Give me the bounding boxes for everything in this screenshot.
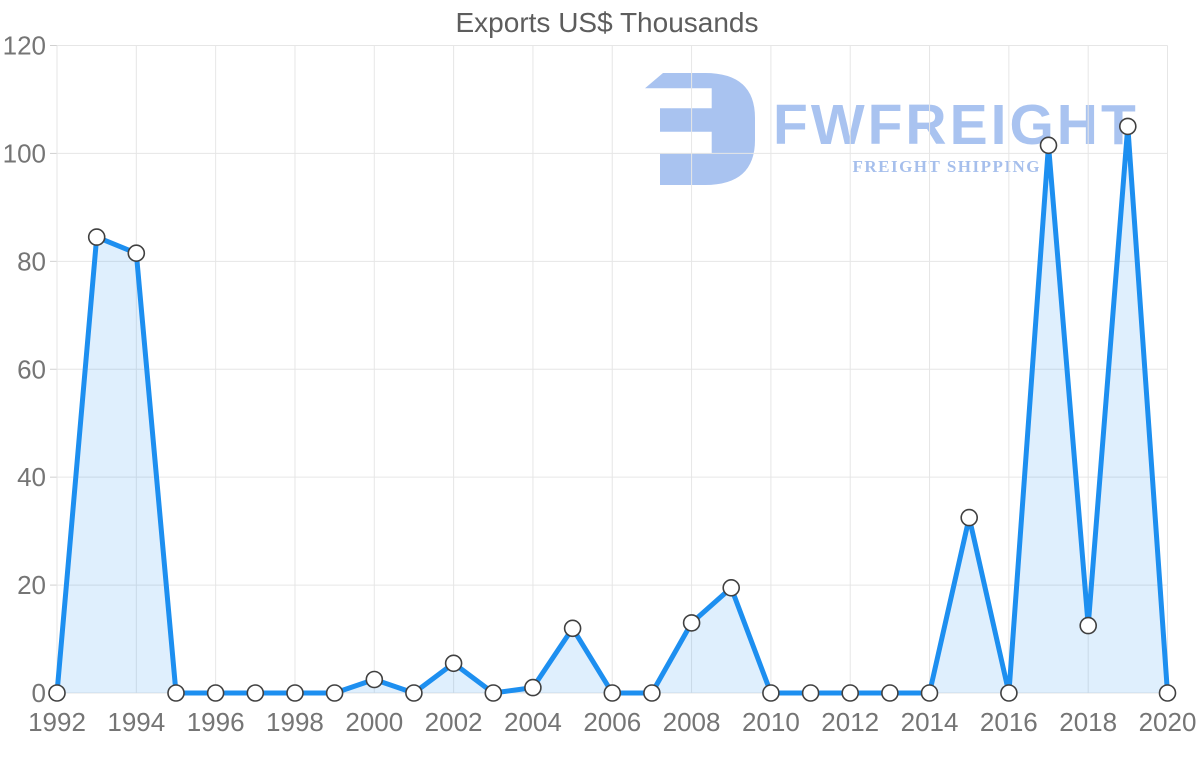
data-point-2000[interactable] xyxy=(365,670,384,689)
watermark-brand-text: FWFREIGHT xyxy=(773,93,1139,157)
chart-title: Exports US$ Thousands xyxy=(455,7,759,38)
y-axis-tick-label: 100 xyxy=(3,138,46,168)
data-point-2004[interactable] xyxy=(524,678,542,697)
x-axis-tick-label: 1996 xyxy=(187,707,245,737)
data-point-2006[interactable] xyxy=(603,684,622,702)
data-point-1997[interactable] xyxy=(246,684,265,702)
data-point-2005[interactable] xyxy=(563,619,582,638)
x-axis-tick-label: 2004 xyxy=(504,707,562,737)
data-point-1996[interactable] xyxy=(206,684,225,702)
x-axis-tick-label: 2018 xyxy=(1059,707,1117,737)
data-point-2014[interactable] xyxy=(920,684,939,702)
data-point-2008[interactable] xyxy=(682,614,701,632)
x-axis-tick-label: 2010 xyxy=(742,707,800,737)
x-axis-tick-label: 2000 xyxy=(345,707,403,737)
area-fill xyxy=(57,126,1168,693)
y-axis-tick-label: 60 xyxy=(17,354,46,384)
data-point-1999[interactable] xyxy=(325,684,344,702)
x-axis-tick-label: 2020 xyxy=(1139,707,1197,737)
x-axis-tick-label: 2008 xyxy=(663,707,721,737)
data-point-2019[interactable] xyxy=(1119,117,1137,136)
data-point-2018[interactable] xyxy=(1079,616,1097,635)
data-point-2020[interactable] xyxy=(1158,684,1177,702)
x-axis-tick-label: 2006 xyxy=(583,707,641,737)
x-axis-tick-label: 1998 xyxy=(266,707,324,737)
data-point-1994[interactable] xyxy=(127,244,146,262)
data-point-1992[interactable] xyxy=(48,684,66,702)
data-point-2011[interactable] xyxy=(801,684,820,702)
data-point-1993[interactable] xyxy=(87,228,106,246)
data-point-2013[interactable] xyxy=(881,684,899,702)
y-axis-tick-label: 0 xyxy=(32,678,46,708)
data-point-2007[interactable] xyxy=(643,684,661,702)
y-axis-tick-label: 20 xyxy=(17,570,46,600)
x-axis-tick-label: 2014 xyxy=(901,707,959,737)
x-axis-tick-label: 2012 xyxy=(821,707,879,737)
data-point-2009[interactable] xyxy=(722,578,741,597)
data-point-2012[interactable] xyxy=(841,684,860,702)
data-point-2003[interactable] xyxy=(484,684,503,702)
x-axis-tick-label: 1994 xyxy=(107,707,165,737)
fw-monogram-icon xyxy=(645,73,755,185)
x-axis-tick-label: 1992 xyxy=(28,707,86,737)
y-axis-tick-label: 80 xyxy=(17,246,46,276)
data-point-2001[interactable] xyxy=(405,684,423,702)
x-axis-tick-label: 2016 xyxy=(980,707,1038,737)
x-axis-tick-label: 2002 xyxy=(425,707,483,737)
y-axis-tick-label: 120 xyxy=(3,31,46,61)
data-point-2002[interactable] xyxy=(444,654,463,673)
watermark-tagline-text: FREIGHT SHIPPING xyxy=(852,157,1041,176)
data-point-2016[interactable] xyxy=(1000,684,1018,702)
data-point-1998[interactable] xyxy=(286,684,304,702)
data-point-2015[interactable] xyxy=(960,508,979,527)
y-axis-tick-label: 40 xyxy=(17,462,46,492)
data-point-2017[interactable] xyxy=(1039,136,1058,155)
data-point-1995[interactable] xyxy=(167,684,185,702)
data-point-2010[interactable] xyxy=(762,684,780,702)
